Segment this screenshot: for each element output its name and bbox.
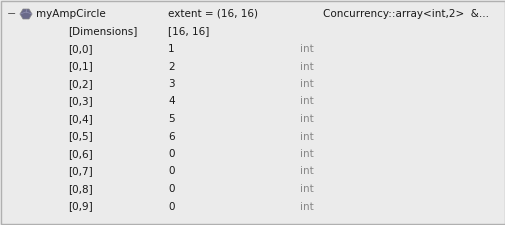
Text: extent = (16, 16): extent = (16, 16) (168, 9, 258, 19)
Text: int: int (299, 97, 313, 106)
Text: [0,2]: [0,2] (68, 79, 92, 89)
Text: 0: 0 (168, 166, 174, 176)
Text: 0: 0 (168, 184, 174, 194)
Text: 0: 0 (168, 202, 174, 211)
Text: int: int (299, 166, 313, 176)
Text: 5: 5 (168, 114, 174, 124)
Text: [0,9]: [0,9] (68, 202, 92, 211)
Text: [16, 16]: [16, 16] (168, 27, 209, 36)
Text: 3: 3 (168, 79, 174, 89)
Text: 0: 0 (168, 149, 174, 159)
Text: [0,4]: [0,4] (68, 114, 92, 124)
Text: myAmpCircle: myAmpCircle (36, 9, 106, 19)
Text: [Dimensions]: [Dimensions] (68, 27, 137, 36)
Text: [0,6]: [0,6] (68, 149, 92, 159)
Text: [0,3]: [0,3] (68, 97, 92, 106)
Text: int: int (299, 61, 313, 72)
Text: int: int (299, 44, 313, 54)
Text: [0,7]: [0,7] (68, 166, 92, 176)
Text: [0,1]: [0,1] (68, 61, 92, 72)
Text: 2: 2 (168, 61, 174, 72)
Text: int: int (299, 184, 313, 194)
Text: [0,8]: [0,8] (68, 184, 92, 194)
Text: −: − (7, 9, 16, 19)
Text: 6: 6 (168, 131, 174, 142)
Text: int: int (299, 131, 313, 142)
Text: [0,5]: [0,5] (68, 131, 92, 142)
Text: 1: 1 (168, 44, 174, 54)
Text: int: int (299, 114, 313, 124)
Polygon shape (20, 9, 32, 19)
Text: 4: 4 (168, 97, 174, 106)
Text: int: int (299, 149, 313, 159)
Text: int: int (299, 202, 313, 211)
Text: Concurrency::array<int,2>  &...: Concurrency::array<int,2> &... (322, 9, 488, 19)
Text: [0,0]: [0,0] (68, 44, 92, 54)
Text: int: int (299, 79, 313, 89)
